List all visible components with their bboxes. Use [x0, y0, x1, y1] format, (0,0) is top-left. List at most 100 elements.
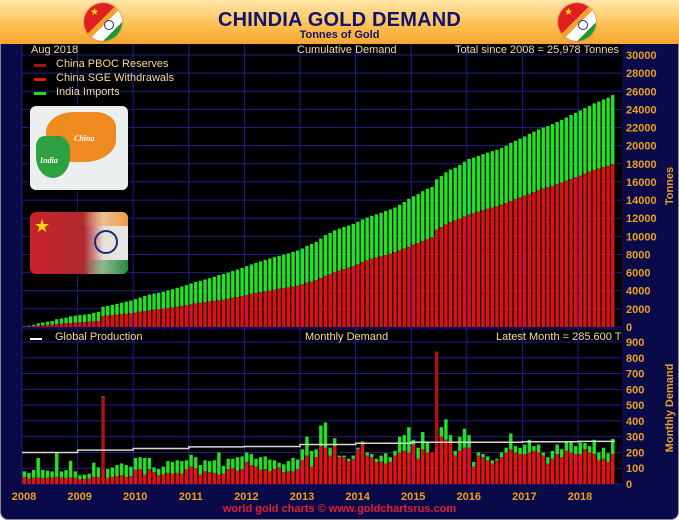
- monthly-bar-sge: [444, 439, 448, 484]
- cumulative-bar-china: [245, 294, 249, 327]
- y-tick-label-top: 4000: [626, 286, 650, 298]
- monthly-bar-sge: [416, 458, 420, 484]
- cumulative-bar-india: [578, 110, 582, 176]
- monthly-bar-india: [611, 438, 615, 455]
- cumulative-bar-india: [541, 127, 545, 189]
- monthly-bar-india: [101, 396, 105, 398]
- monthly-bar-sge: [499, 457, 504, 484]
- cumulative-bar-china: [573, 177, 578, 327]
- x-tick-label: 2012: [234, 491, 258, 503]
- y-tick-label-bottom: 900: [626, 337, 644, 349]
- cumulative-bar-china: [314, 280, 318, 327]
- monthly-bar-sge: [578, 454, 582, 484]
- cumulative-bar-india: [328, 232, 332, 275]
- monthly-bar-sge: [555, 454, 559, 484]
- monthly-bar-sge: [467, 447, 471, 484]
- monthly-bar-sge: [462, 447, 467, 484]
- cumulative-bar-china: [532, 191, 536, 327]
- cumulative-bar-india: [96, 311, 101, 321]
- cumulative-bar-india: [370, 215, 374, 259]
- monthly-bar-india: [217, 452, 221, 475]
- monthly-bar-sge: [226, 469, 230, 484]
- cumulative-bar-india: [240, 267, 244, 297]
- monthly-bar-sge: [175, 472, 179, 484]
- cumulative-bar-india: [365, 217, 369, 261]
- monthly-bar-india: [59, 471, 64, 478]
- monthly-bar-india: [194, 457, 198, 469]
- monthly-bar-sge: [425, 452, 430, 484]
- monthly-bar-india: [416, 447, 420, 459]
- cumulative-bar-india: [597, 101, 601, 169]
- cumulative-bar-india: [184, 285, 189, 306]
- monthly-bar-sge: [328, 455, 332, 484]
- monthly-bar-india: [184, 460, 189, 470]
- monthly-bar-india: [175, 460, 179, 473]
- cumulative-bar-india: [587, 105, 592, 172]
- cumulative-bar-china: [555, 184, 559, 327]
- monthly-bar-india: [425, 442, 430, 453]
- y-tick-label-bottom: 200: [626, 447, 644, 459]
- cumulative-bar-india: [555, 121, 559, 185]
- cumulative-bar-india: [448, 169, 453, 223]
- monthly-bar-india: [50, 471, 54, 478]
- cumulative-bar-china: [36, 325, 40, 327]
- cumulative-bar-india: [569, 115, 573, 179]
- cumulative-bar-india: [527, 133, 532, 194]
- cumulative-bar-china: [235, 297, 240, 327]
- cumulative-bar-india: [523, 136, 527, 196]
- monthly-bar-india: [189, 454, 193, 467]
- cumulative-bar-india: [430, 186, 434, 238]
- monthly-bar-india: [555, 444, 559, 455]
- cumulative-bar-china: [286, 287, 291, 327]
- cumulative-bar-india: [300, 248, 304, 285]
- cumulative-bar-india: [87, 313, 91, 322]
- y-tick-label-top: 26000: [626, 86, 657, 98]
- cumulative-bar-china: [291, 286, 295, 327]
- cumulative-bar-china: [439, 226, 443, 327]
- cumulative-bar-china: [467, 214, 471, 327]
- y-tick-label-bottom: 400: [626, 416, 644, 428]
- cumulative-bar-india: [495, 149, 499, 207]
- cumulative-bar-china: [393, 252, 397, 327]
- monthly-bar-india: [226, 458, 230, 470]
- x-tick-label: 2008: [12, 491, 36, 503]
- cumulative-bar-india: [434, 179, 439, 230]
- monthly-bar-india: [286, 461, 291, 472]
- monthly-bar-india: [560, 449, 564, 458]
- cumulative-bar-china: [384, 255, 388, 327]
- cumulative-bar-china: [194, 303, 198, 327]
- cumulative-bar-india: [73, 315, 77, 323]
- cumulative-bar-india: [407, 198, 411, 247]
- monthly-bar-sge: [240, 469, 244, 484]
- monthly-bar-india: [82, 474, 87, 480]
- cumulative-bar-india: [504, 145, 508, 203]
- cumulative-bar-china: [351, 266, 355, 327]
- cumulative-bar-india: [444, 172, 448, 225]
- cumulative-bar-china: [430, 237, 434, 327]
- monthly-bar-sge: [337, 457, 342, 484]
- cumulative-bar-china: [217, 300, 221, 327]
- cumulative-bar-india: [212, 276, 216, 301]
- cumulative-bar-china: [78, 322, 82, 327]
- monthly-bar-india: [309, 450, 314, 467]
- monthly-bar-india: [337, 455, 342, 458]
- monthly-bar-india: [147, 457, 152, 470]
- cumulative-bar-china: [611, 164, 615, 327]
- cumulative-bar-china: [147, 310, 152, 327]
- cumulative-bar-india: [490, 151, 494, 208]
- monthly-bar-sge: [152, 472, 156, 484]
- cumulative-bar-india: [231, 271, 235, 298]
- monthly-bar-india: [272, 460, 277, 470]
- monthly-bar-sge: [550, 458, 555, 484]
- y-tick-label-top: 18000: [626, 159, 657, 171]
- cumulative-bar-china: [346, 267, 351, 327]
- cumulative-bar-china: [106, 315, 110, 327]
- y-tick-label-top: 14000: [626, 195, 657, 207]
- cumulative-bar-india: [411, 196, 416, 245]
- china-india-flags-image: ★: [30, 212, 128, 274]
- monthly-bar-india: [592, 439, 596, 455]
- cumulative-bar-india: [360, 219, 365, 262]
- monthly-bar-india: [578, 442, 582, 455]
- cumulative-bar-india: [485, 152, 490, 209]
- cumulative-bar-india: [305, 245, 309, 283]
